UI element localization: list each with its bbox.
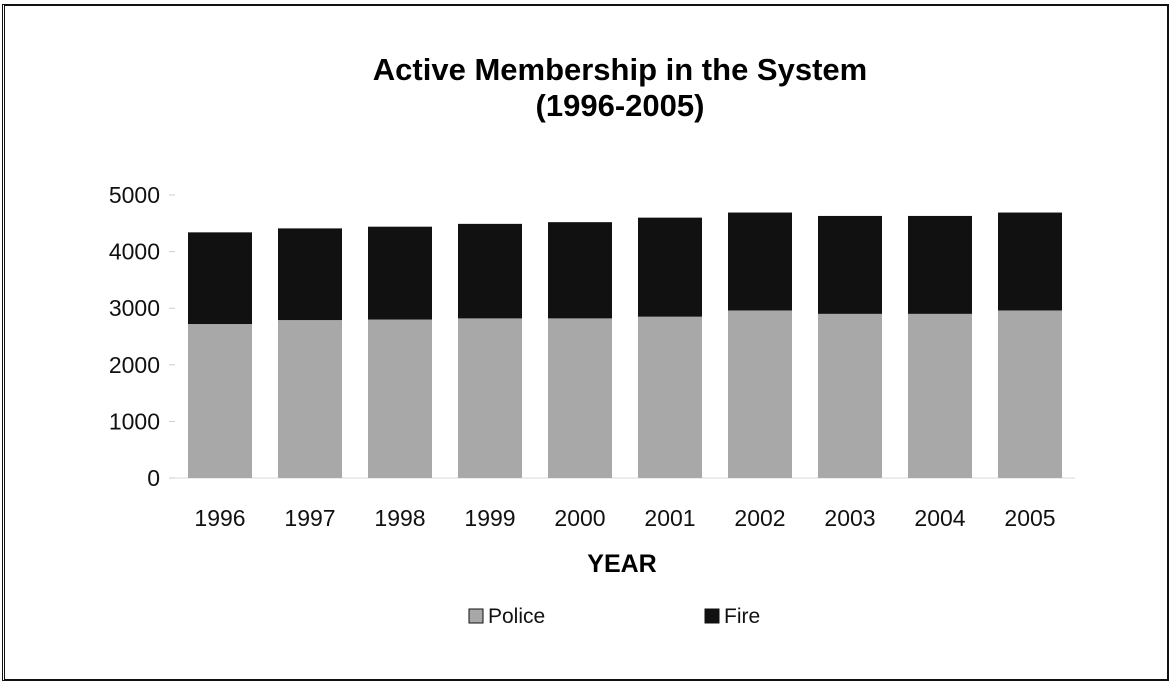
x-tick-label: 2002: [734, 505, 785, 531]
bar-fire-2003: [818, 215, 882, 314]
bars-group: [188, 212, 1062, 478]
bar-police-2001: [638, 316, 702, 478]
x-tick-label: 2004: [914, 505, 965, 531]
x-tick-label: 1997: [284, 505, 335, 531]
legend-label-police: Police: [488, 605, 545, 628]
x-tick-label: 1998: [374, 505, 425, 531]
bar-fire-1999: [458, 223, 522, 319]
bar-fire-2004: [908, 215, 972, 314]
bar-police-2003: [818, 313, 882, 478]
chart-title: Active Membership in the System (1996-20…: [0, 52, 1173, 124]
y-tick-label: 0: [147, 465, 160, 491]
x-axis-label: YEAR: [587, 550, 656, 578]
y-tick-label: 4000: [109, 239, 160, 265]
legend-label-fire: Fire: [724, 605, 760, 628]
bar-police-2002: [728, 310, 792, 478]
chart-title-line2: (1996-2005): [535, 88, 705, 123]
x-tick-label: 1999: [464, 505, 515, 531]
y-tick-label: 3000: [109, 295, 160, 321]
x-tick-label: 2005: [1004, 505, 1055, 531]
bar-fire-2000: [548, 222, 612, 319]
legend-swatch-fire: [704, 608, 720, 624]
x-tick-label: 1996: [194, 505, 245, 531]
bar-fire-1998: [368, 226, 432, 320]
y-tick-label: 2000: [109, 352, 160, 378]
bar-fire-2005: [998, 212, 1062, 311]
x-tick-label: 2000: [554, 505, 605, 531]
bar-fire-1997: [278, 228, 342, 321]
bar-fire-2002: [728, 212, 792, 311]
bar-fire-1996: [188, 232, 252, 325]
bar-police-1996: [188, 324, 252, 478]
x-axis-ticks: 1996 1997 1998 1999 2000 2001 2002 2003 2004 2005: [194, 505, 1055, 531]
x-tick-label: 2001: [644, 505, 695, 531]
x-tick-label: 2003: [824, 505, 875, 531]
bar-police-2004: [908, 313, 972, 478]
legend: Police Fire: [468, 605, 760, 628]
bar-police-2005: [998, 310, 1062, 478]
chart-title-line1: Active Membership in the System: [372, 52, 868, 87]
bar-police-2000: [548, 318, 612, 478]
bar-police-1997: [278, 320, 342, 478]
y-tick-label: 5000: [109, 182, 160, 208]
y-tick-label: 1000: [109, 408, 160, 434]
bar-fire-2001: [638, 217, 702, 317]
bar-police-1998: [368, 319, 432, 478]
legend-swatch-police: [468, 608, 484, 624]
bar-police-1999: [458, 318, 522, 478]
